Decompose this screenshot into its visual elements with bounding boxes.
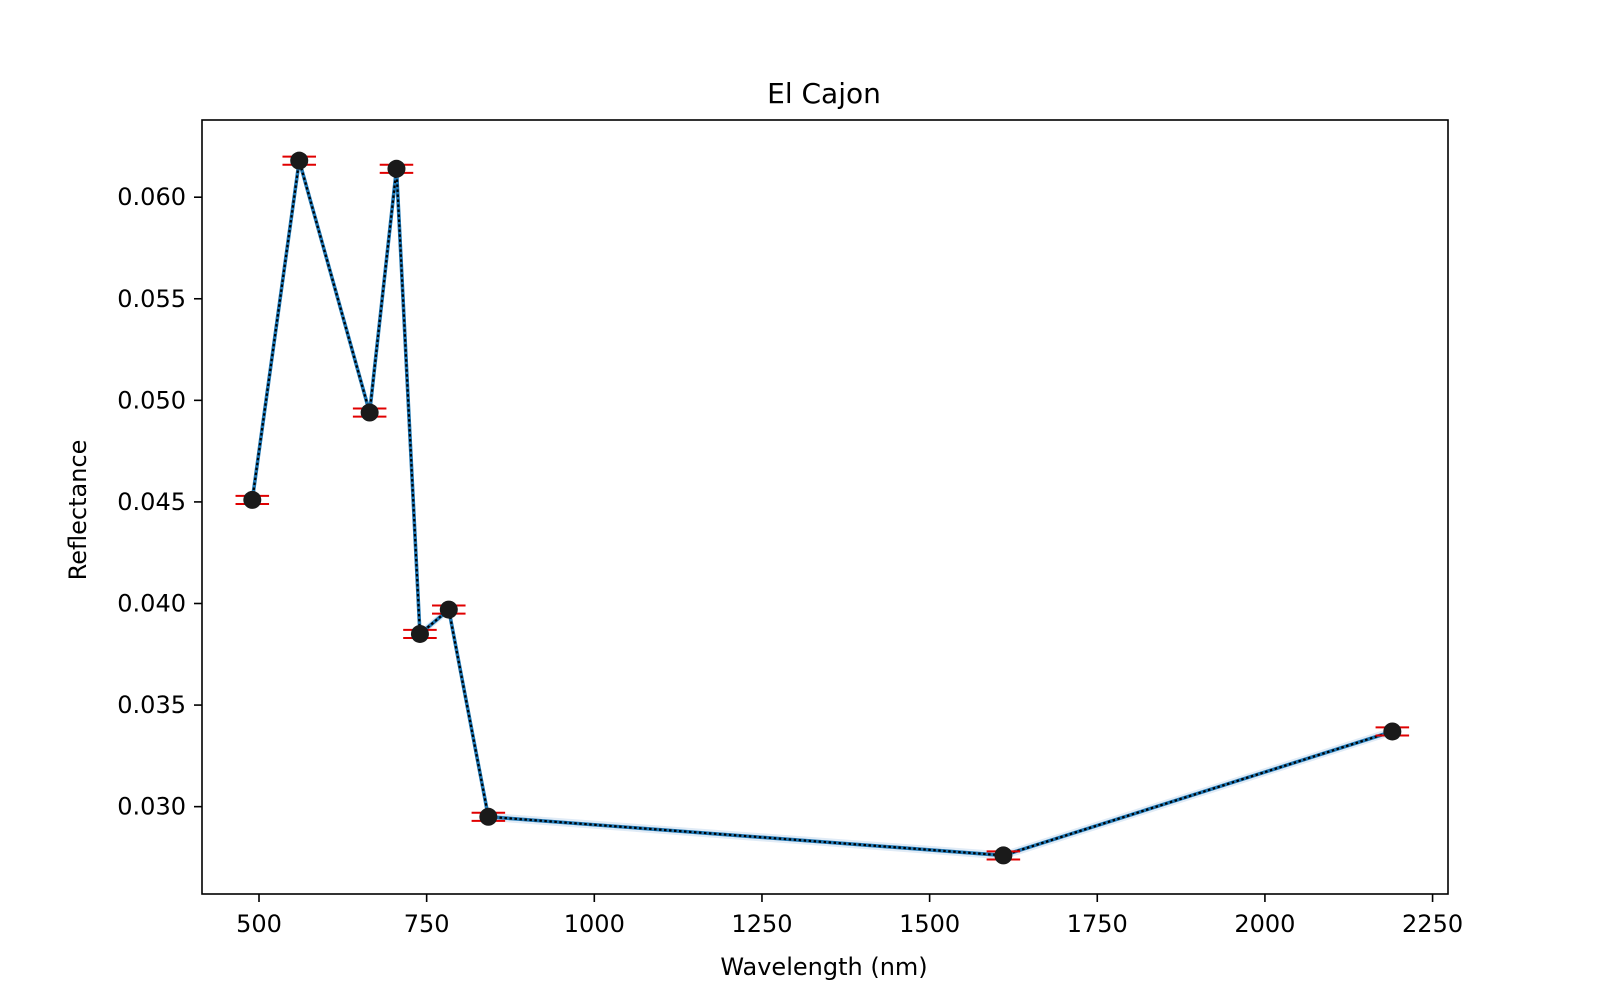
y-tick-label: 0.045	[117, 488, 186, 516]
data-point	[410, 624, 429, 643]
data-point	[387, 159, 406, 178]
data-point	[243, 490, 262, 509]
y-tick-label: 0.050	[117, 386, 186, 414]
data-point	[479, 807, 498, 826]
y-tick-label: 0.035	[117, 691, 186, 719]
data-point	[360, 403, 379, 422]
x-axis: 500 750 1000 1250 1500 1750 2000 2250	[236, 894, 1463, 938]
x-tick-label: 1250	[731, 910, 792, 938]
x-tick-label: 2000	[1234, 910, 1295, 938]
x-tick-label: 1000	[564, 910, 625, 938]
x-tick-label: 500	[236, 910, 282, 938]
x-tick-label: 2250	[1402, 910, 1463, 938]
plot-area	[235, 151, 1410, 865]
plot-frame	[201, 119, 1449, 895]
y-tick-label: 0.060	[117, 183, 186, 211]
x-tick-label: 1500	[899, 910, 960, 938]
y-axis-label: Reflectance	[64, 440, 92, 581]
chart-title: El Cajon	[767, 77, 881, 110]
y-axis: 0.030 0.035 0.040 0.045 0.050 0.055 0.060	[117, 183, 202, 821]
data-point	[439, 600, 458, 619]
y-tick-label: 0.055	[117, 285, 186, 313]
x-tick-label: 750	[404, 910, 450, 938]
x-tick-label: 1750	[1067, 910, 1128, 938]
data-point	[994, 846, 1013, 865]
data-point	[290, 151, 309, 170]
data-point	[1383, 722, 1402, 741]
x-axis-label: Wavelength (nm)	[720, 953, 927, 981]
y-tick-label: 0.030	[117, 793, 186, 821]
y-tick-label: 0.040	[117, 589, 186, 617]
